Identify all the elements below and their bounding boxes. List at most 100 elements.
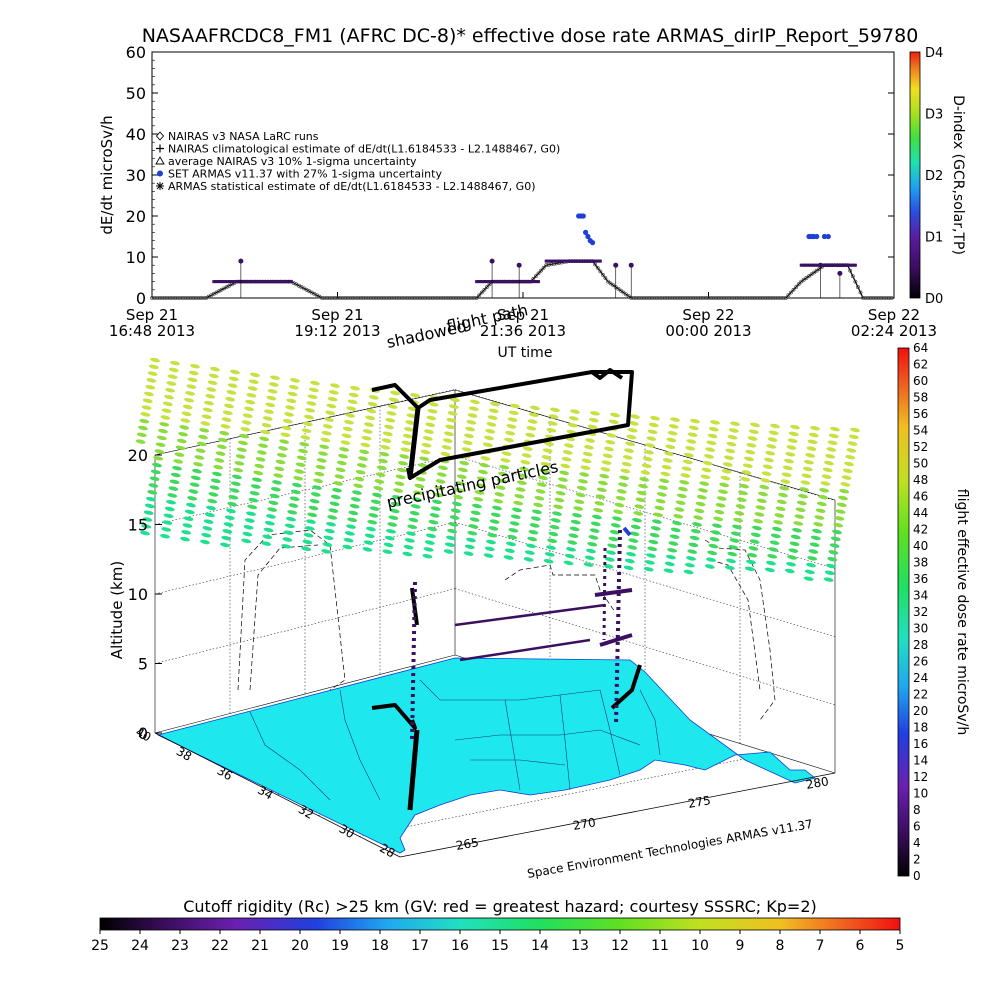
nairas-point bbox=[763, 296, 768, 300]
particle-mark bbox=[170, 360, 180, 366]
nairas-point bbox=[340, 296, 345, 300]
nairas-point bbox=[778, 296, 783, 300]
nairas-point bbox=[479, 290, 484, 295]
particle-mark bbox=[593, 507, 604, 513]
rigidity-tick-label: 12 bbox=[611, 938, 629, 954]
particle-mark bbox=[721, 469, 732, 474]
armas-estimate-point bbox=[570, 259, 574, 263]
particle-mark bbox=[690, 418, 700, 424]
particle-mark bbox=[324, 528, 335, 534]
particle-mark bbox=[248, 379, 259, 384]
nairas-point bbox=[624, 292, 628, 297]
particle-mark bbox=[368, 513, 379, 518]
nairas-point bbox=[647, 296, 652, 300]
longitude-tick-label: 280 bbox=[805, 774, 830, 792]
particle-mark bbox=[441, 445, 452, 450]
armas-estimate-point bbox=[223, 280, 227, 284]
dose-tick-label: 44 bbox=[913, 506, 928, 520]
nairas-point bbox=[423, 296, 427, 300]
particle-mark bbox=[696, 494, 707, 500]
particle-mark bbox=[708, 543, 719, 549]
altitude-tick-label: 5 bbox=[138, 655, 148, 674]
particle-mark bbox=[695, 501, 706, 507]
longitude-tick-label: 265 bbox=[455, 835, 480, 853]
nairas-point bbox=[747, 296, 752, 300]
particle-mark bbox=[536, 482, 547, 487]
nairas-point bbox=[884, 296, 889, 300]
particle-mark bbox=[513, 500, 524, 506]
dose-tick-label: 64 bbox=[913, 341, 928, 355]
nairas-point bbox=[541, 266, 546, 270]
particle-mark bbox=[528, 529, 539, 535]
nairas-point bbox=[356, 296, 361, 300]
set-armas-point bbox=[585, 233, 591, 240]
particle-mark bbox=[270, 486, 281, 492]
armas-estimate-point bbox=[833, 263, 837, 267]
particle-mark bbox=[674, 507, 685, 512]
armas-estimate-point bbox=[529, 280, 533, 284]
particle-mark bbox=[686, 439, 697, 444]
nairas-point bbox=[729, 296, 734, 300]
nairas-point bbox=[637, 296, 641, 300]
armas-estimate-point bbox=[510, 280, 514, 284]
particle-mark bbox=[286, 516, 296, 522]
latitude-tick-label: 32 bbox=[296, 802, 316, 822]
particle-mark bbox=[352, 490, 362, 495]
particle-mark bbox=[830, 426, 840, 432]
particle-mark bbox=[667, 430, 678, 436]
altitude-tick-label: 10 bbox=[128, 585, 148, 604]
particle-mark bbox=[200, 421, 211, 426]
armas-estimate-point bbox=[216, 280, 220, 284]
particle-mark bbox=[509, 521, 520, 526]
nairas-point bbox=[461, 296, 466, 300]
particle-mark bbox=[718, 489, 728, 494]
particle-mark bbox=[487, 532, 498, 538]
armas-estimate-point bbox=[479, 280, 483, 284]
armas-estimate-point bbox=[807, 263, 811, 267]
armas-estimate-point bbox=[826, 263, 830, 267]
particle-mark bbox=[355, 469, 366, 475]
particle-mark bbox=[346, 524, 356, 529]
particle-mark bbox=[550, 518, 561, 523]
armas-estimate-point bbox=[804, 263, 808, 267]
armas-estimate-point bbox=[283, 280, 287, 284]
particle-mark bbox=[492, 505, 502, 511]
particle-mark bbox=[540, 461, 551, 467]
armas-estimate-point bbox=[255, 280, 259, 284]
particle-mark bbox=[470, 510, 481, 516]
particle-mark bbox=[463, 551, 474, 556]
particle-mark bbox=[342, 544, 353, 550]
particle-mark bbox=[245, 399, 256, 405]
particle-mark bbox=[606, 433, 617, 438]
particle-mark bbox=[706, 440, 717, 446]
particle-mark bbox=[189, 482, 200, 487]
particle-mark bbox=[705, 447, 716, 452]
nairas-point bbox=[621, 290, 626, 295]
particle-mark bbox=[343, 537, 354, 543]
nairas-point bbox=[466, 296, 471, 300]
particle-mark bbox=[601, 460, 612, 465]
particle-mark bbox=[264, 409, 274, 414]
particle-mark bbox=[590, 521, 601, 527]
armas-estimate-point bbox=[523, 280, 527, 284]
particle-mark bbox=[744, 566, 755, 572]
particle-mark bbox=[664, 561, 675, 567]
particle-mark bbox=[467, 530, 478, 536]
wall-projections bbox=[237, 529, 776, 721]
longitude-axis: 265 270 275 280 bbox=[455, 774, 830, 853]
particle-mark bbox=[294, 469, 305, 474]
particle-mark bbox=[826, 563, 836, 569]
particle-mark bbox=[572, 513, 582, 518]
particle-mark bbox=[793, 521, 804, 526]
ts-xtick-label-date: Sep 22 bbox=[682, 306, 734, 324]
particle-mark bbox=[176, 438, 187, 444]
particle-mark bbox=[455, 481, 466, 486]
particle-mark bbox=[144, 391, 154, 397]
particle-mark bbox=[382, 549, 393, 554]
particle-mark bbox=[704, 564, 715, 569]
nairas-point bbox=[384, 296, 389, 300]
particle-mark bbox=[428, 519, 439, 525]
particle-mark bbox=[173, 459, 184, 464]
rigidity-tick-label: 7 bbox=[816, 938, 825, 954]
particle-mark bbox=[728, 545, 739, 550]
